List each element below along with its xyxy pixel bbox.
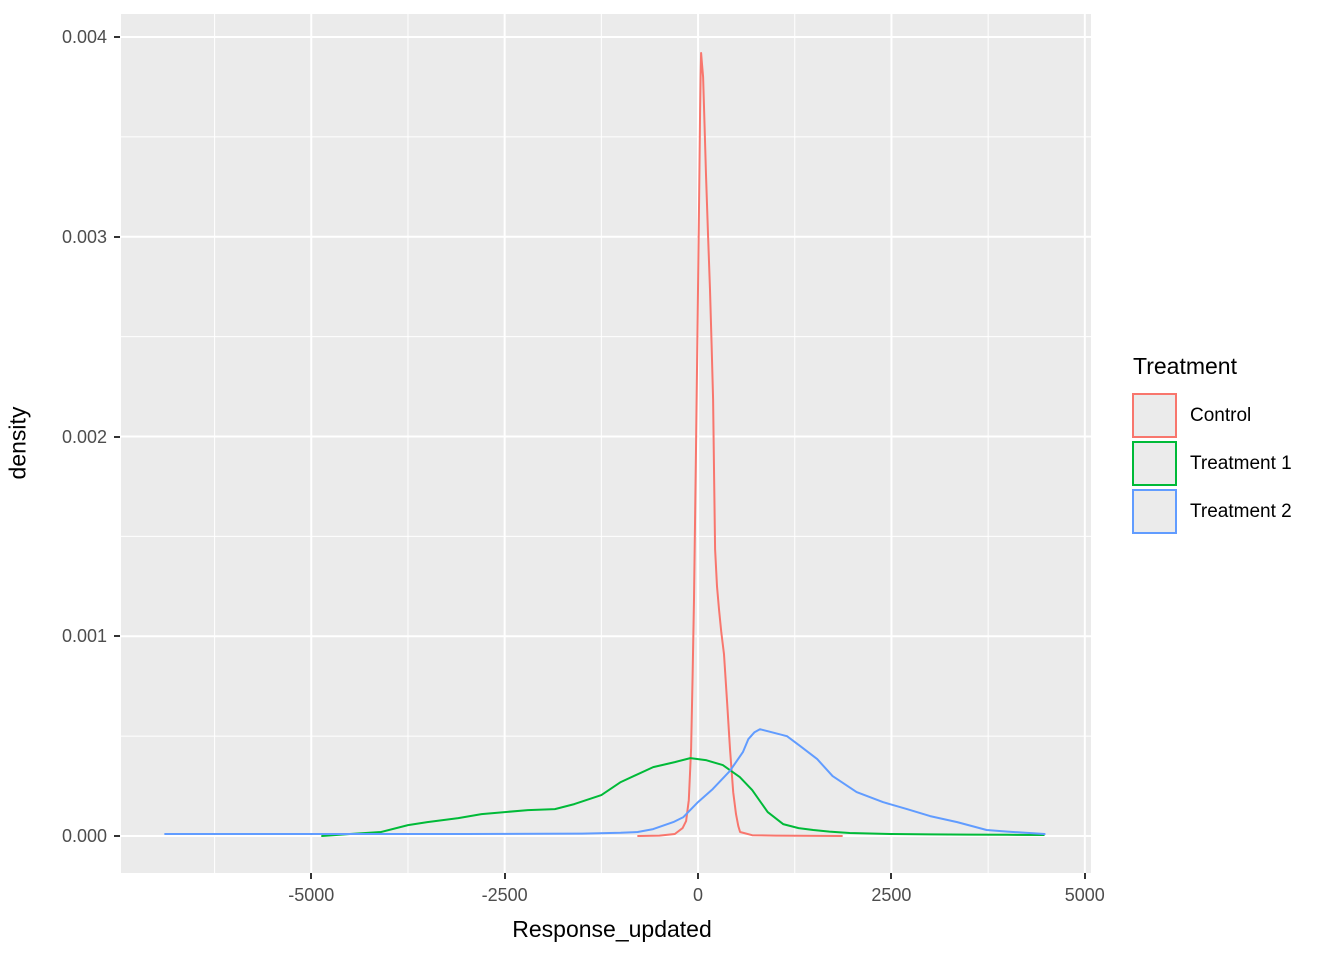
- density-curve-treatment-1: [321, 757, 1045, 837]
- x-tick-label: 2500: [871, 885, 912, 905]
- legend-item-label: Control: [1190, 404, 1252, 426]
- x-tick-mark: [697, 873, 700, 879]
- legend: Treatment Control Treatment 1 Treatment 2: [1132, 353, 1292, 537]
- legend-title: Treatment: [1133, 353, 1237, 379]
- y-tick-mark: [114, 635, 120, 638]
- x-axis-title: Response_updated: [512, 916, 712, 942]
- legend-item-label: Treatment 1: [1190, 452, 1292, 474]
- x-tick-mark: [310, 873, 313, 879]
- y-tick-label: 0.003: [61, 226, 107, 247]
- y-tick-label: 0.004: [61, 26, 107, 47]
- y-tick-mark: [114, 835, 120, 838]
- y-tick-mark: [114, 435, 120, 438]
- x-tick-label: -2500: [481, 885, 528, 905]
- legend-item-label: Treatment 2: [1190, 500, 1292, 522]
- plot-panel: [121, 14, 1091, 873]
- y-tick-mark: [114, 235, 120, 238]
- x-tick-label: 0: [693, 885, 704, 905]
- legend-item-treatment-2: Treatment 2: [1132, 489, 1292, 534]
- legend-items: Control Treatment 1 Treatment 2: [1132, 393, 1292, 534]
- legend-item-control: Control: [1132, 393, 1292, 438]
- x-tick-mark: [503, 873, 506, 879]
- density-curve-treatment-2: [164, 728, 1046, 835]
- x-tick-mark: [1083, 873, 1086, 879]
- legend-key-swatch: [1132, 393, 1177, 438]
- x-tick-label: -5000: [288, 885, 335, 905]
- y-tick-label: 0.001: [61, 626, 107, 647]
- y-tick-label: 0.000: [61, 826, 107, 847]
- y-tick-mark: [114, 35, 120, 38]
- x-tick-mark: [890, 873, 893, 879]
- plot-canvas: [121, 14, 1091, 873]
- y-tick-label: 0.002: [61, 426, 107, 447]
- legend-key-swatch: [1132, 489, 1177, 534]
- density-curve-control: [637, 52, 843, 837]
- y-axis-title: density: [4, 406, 31, 480]
- legend-item-treatment-1: Treatment 1: [1132, 441, 1292, 486]
- x-tick-label: 5000: [1064, 885, 1105, 905]
- legend-key-swatch: [1132, 441, 1177, 486]
